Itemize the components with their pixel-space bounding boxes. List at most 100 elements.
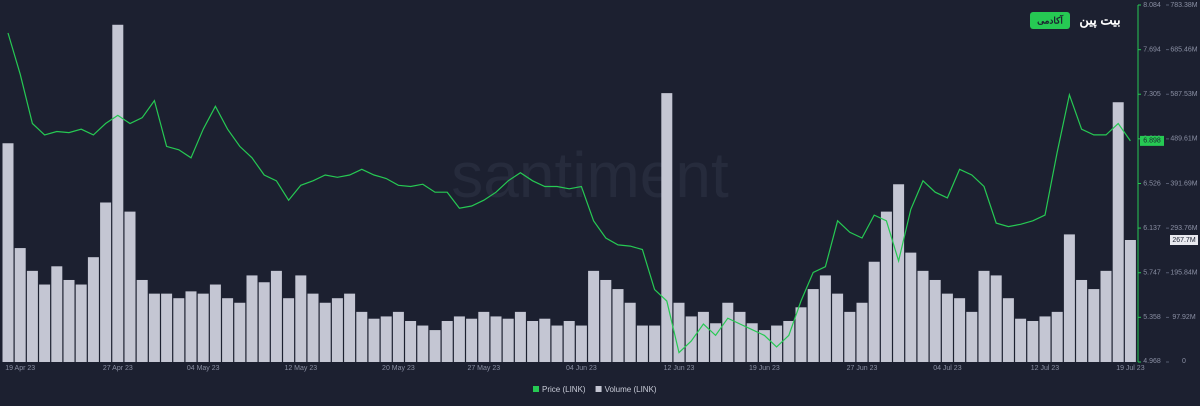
volume-bar bbox=[868, 261, 880, 362]
volume-bar bbox=[2, 143, 14, 362]
volume-bar bbox=[612, 289, 624, 362]
volume-bar bbox=[392, 311, 404, 362]
volume-bar bbox=[636, 325, 648, 362]
volume-bar bbox=[1088, 289, 1100, 362]
volume-bar bbox=[929, 279, 941, 362]
volume-bar bbox=[807, 289, 819, 362]
volume-bar bbox=[344, 293, 356, 362]
volume-bar bbox=[771, 325, 783, 362]
volume-bar bbox=[356, 311, 368, 362]
volume-bar bbox=[1076, 279, 1088, 362]
volume-bar bbox=[258, 282, 270, 362]
volume-bar bbox=[234, 302, 246, 362]
legend-label: Price (LINK) bbox=[542, 385, 586, 394]
volume-bar bbox=[429, 330, 441, 362]
volume-bar bbox=[905, 252, 917, 362]
volume-bar bbox=[1027, 320, 1039, 362]
volume-bar bbox=[441, 320, 453, 362]
volume-bar bbox=[319, 302, 331, 362]
volume-bar bbox=[539, 318, 551, 362]
volume-bar bbox=[783, 320, 795, 362]
volume-bar bbox=[14, 248, 26, 362]
volume-bar bbox=[148, 293, 160, 362]
volume-bar bbox=[39, 284, 51, 362]
volume-bar bbox=[527, 320, 539, 362]
volume-bar bbox=[746, 323, 758, 362]
price-tag-label: 6.898 bbox=[1143, 138, 1161, 145]
volume-bar bbox=[502, 318, 514, 362]
volume-bar bbox=[941, 293, 953, 362]
y2-tick-label: 195.84M bbox=[1170, 270, 1197, 277]
volume-bar bbox=[478, 311, 490, 362]
x-tick-label: 20 May 23 bbox=[382, 365, 415, 372]
volume-bar bbox=[551, 325, 563, 362]
volume-bar bbox=[1002, 298, 1014, 362]
volume-bar bbox=[710, 323, 722, 362]
volume-bar bbox=[87, 257, 99, 362]
y2-tick-label: 587.53M bbox=[1170, 91, 1197, 98]
volume-bar bbox=[466, 318, 478, 362]
y-tick-label: 5.747 bbox=[1143, 270, 1161, 277]
y-tick-label: 6.526 bbox=[1143, 180, 1161, 187]
x-tick-label: 19 Apr 23 bbox=[5, 365, 35, 372]
volume-bar bbox=[26, 270, 38, 362]
x-tick-label: 27 May 23 bbox=[467, 365, 500, 372]
volume-bar bbox=[51, 266, 63, 362]
y2-tick-label: 685.46M bbox=[1170, 46, 1197, 53]
price-tag bbox=[1140, 135, 1164, 146]
volume-bar bbox=[380, 316, 392, 362]
volume-bar bbox=[1124, 240, 1136, 362]
y-tick-label: 7.694 bbox=[1143, 47, 1161, 54]
x-tick-label: 12 Jul 23 bbox=[1031, 365, 1060, 372]
x-tick-label: 04 Jul 23 bbox=[933, 365, 962, 372]
y-tick-label: 5.358 bbox=[1143, 314, 1161, 321]
volume-bar bbox=[283, 298, 295, 362]
volume-bar bbox=[685, 316, 697, 362]
volume-bar bbox=[1051, 311, 1063, 362]
price-line bbox=[7, 32, 1131, 354]
volume-bar bbox=[819, 275, 831, 362]
volume-bar bbox=[1039, 316, 1051, 362]
volume-bar bbox=[563, 320, 575, 362]
volume-bar bbox=[697, 311, 709, 362]
volume-bar bbox=[856, 302, 868, 362]
volume-bar bbox=[112, 24, 124, 363]
x-tick-label: 19 Jul 23 bbox=[1116, 365, 1145, 372]
volume-bar bbox=[222, 298, 234, 362]
volume-bar bbox=[173, 298, 185, 362]
volume-bar bbox=[978, 270, 990, 362]
volume-bar bbox=[453, 316, 465, 362]
y-tick-label: 4.968 bbox=[1143, 358, 1161, 365]
logo-name: بیت پین bbox=[1079, 12, 1120, 28]
volume-bar bbox=[1015, 318, 1027, 362]
volume-bar bbox=[185, 291, 197, 362]
y2-tick-label: 489.61M bbox=[1170, 136, 1197, 143]
volume-bar bbox=[100, 202, 112, 362]
volume-bar bbox=[1063, 234, 1075, 362]
volume-bar bbox=[844, 311, 856, 362]
volume-tag bbox=[1170, 235, 1198, 246]
legend-label: Volume (LINK) bbox=[605, 385, 657, 394]
volume-bar bbox=[734, 311, 746, 362]
watermark: santiment bbox=[451, 139, 729, 211]
volume-bar bbox=[295, 275, 307, 362]
y-tick-label: 7.305 bbox=[1143, 91, 1161, 98]
x-tick-label: 27 Jun 23 bbox=[847, 365, 878, 372]
volume-bar bbox=[1112, 102, 1124, 363]
volume-bar bbox=[600, 279, 612, 362]
volume-bar bbox=[75, 284, 87, 362]
volume-bar bbox=[990, 275, 1002, 362]
x-tick-label: 04 Jun 23 bbox=[566, 365, 597, 372]
volume-bar bbox=[124, 211, 136, 362]
volume-bar bbox=[417, 325, 429, 362]
volume-bar bbox=[954, 298, 966, 362]
volume-bar bbox=[966, 311, 978, 362]
y2-tick-label: 391.69M bbox=[1170, 180, 1197, 187]
volume-bar bbox=[575, 325, 587, 362]
volume-bar bbox=[209, 284, 221, 362]
y-tick-label: 6.137 bbox=[1143, 225, 1161, 232]
volume-bar bbox=[307, 293, 319, 362]
volume-bar bbox=[722, 302, 734, 362]
volume-bar bbox=[893, 184, 905, 362]
